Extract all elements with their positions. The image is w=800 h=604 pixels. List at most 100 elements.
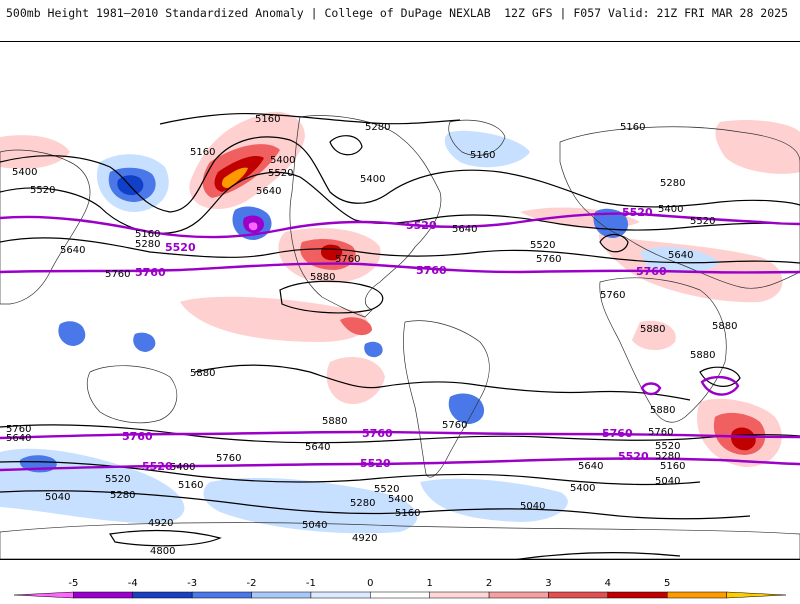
contour-label: 5640 [256, 186, 281, 197]
anomaly-area [117, 175, 144, 196]
contour-label: 5760 [600, 290, 625, 301]
scale-swatch [666, 591, 727, 599]
anomaly-area [180, 296, 368, 342]
height-contour [515, 552, 681, 559]
anomaly-area [133, 332, 156, 352]
contour-label: 5760 [105, 269, 130, 280]
scale-tick-label: -3 [187, 578, 197, 589]
coastline-greenland [448, 119, 506, 156]
scale-swatch [548, 591, 609, 599]
purple-label: 5520 [622, 206, 653, 219]
contour-label: 5640 [6, 433, 31, 444]
scale-swatch [488, 591, 549, 599]
highlight-contours [0, 212, 800, 472]
scale-swatch [191, 591, 252, 599]
height-contour [279, 280, 384, 314]
anomaly-area [0, 135, 70, 169]
anomaly-area [715, 120, 800, 174]
map-canvas: 5160 5280 5160 5160 5400 5160 5400 5520 … [0, 111, 800, 559]
purple-label: 5520 [618, 450, 649, 463]
purple-contour-5520-north [0, 212, 800, 239]
scale-tick-label: 1 [427, 578, 433, 589]
purple-contour-5760-north [0, 262, 800, 274]
coastlines [0, 115, 800, 559]
color-scale-bar: -5 -4 -3 -2 -1 0 1 2 3 4 5 [13, 578, 787, 599]
scale-tick-label: 2 [486, 578, 492, 589]
contour-label: 5760 [536, 254, 561, 265]
height-contour [699, 366, 741, 387]
map-title: 500mb Height 1981–2010 Standardized Anom… [6, 6, 491, 20]
scale-swatch [132, 591, 193, 599]
contour-label: 5880 [650, 405, 675, 416]
scale-swatch [13, 591, 74, 599]
contour-label: 5400 [388, 494, 413, 505]
contour-label: 5760 [442, 420, 467, 431]
contour-label: 5160 [178, 480, 203, 491]
scale-swatch [429, 591, 490, 599]
contour-label: 5520 [655, 441, 680, 452]
purple-contour-5520-south [0, 457, 800, 472]
contour-label: 5160 [620, 122, 645, 133]
purple-label: 5520 [360, 457, 391, 470]
purple-label: 5760 [122, 430, 153, 443]
height-contour [599, 233, 629, 253]
height-contour [194, 364, 691, 401]
scale-swatch [251, 591, 312, 599]
contour-label: 5400 [170, 462, 195, 473]
anomaly-area [420, 478, 568, 522]
height-contour [0, 424, 800, 444]
negative-anomaly-shading [0, 130, 720, 534]
contour-label: 5160 [190, 147, 215, 158]
contour-labels: 5160 5280 5160 5160 5400 5160 5400 5520 … [6, 114, 737, 557]
contour-label: 5280 [655, 451, 680, 462]
height-contour [0, 490, 751, 520]
contour-label: 5880 [310, 272, 335, 283]
contour-label: 5160 [660, 461, 685, 472]
scale-tick-label: -1 [306, 578, 316, 589]
coastline-africa [599, 277, 727, 423]
height-contour [0, 237, 800, 264]
contour-label: 5040 [302, 520, 327, 531]
anomaly-area [364, 341, 383, 358]
coastline-antarctica [0, 522, 800, 559]
anomaly-area [632, 320, 676, 351]
purple-label: 5520 [165, 241, 196, 254]
contour-label: 4800 [150, 546, 175, 557]
contour-label: 5040 [655, 476, 680, 487]
anomaly-area [221, 167, 248, 188]
contour-label: 5520 [30, 185, 55, 196]
scale-swatch [726, 591, 787, 599]
anomaly-area [58, 321, 86, 346]
contour-label: 5640 [452, 224, 477, 235]
contour-label: 5280 [110, 490, 135, 501]
contour-label: 5400 [360, 174, 385, 185]
anomaly-area [444, 130, 530, 168]
purple-label: 5760 [636, 265, 667, 278]
contour-label: 5760 [216, 453, 241, 464]
anomaly-map: 5160 5280 5160 5160 5400 5160 5400 5520 … [0, 41, 800, 560]
scale-tick-label: -4 [128, 578, 138, 589]
contour-label: 5280 [350, 498, 375, 509]
contour-label: 5160 [255, 114, 280, 125]
scale-swatch [370, 591, 430, 599]
contour-label: 5880 [690, 350, 715, 361]
contour-label: 5520 [268, 168, 293, 179]
contour-label: 5400 [658, 204, 683, 215]
scale-tick-label: 5 [664, 578, 670, 589]
contour-label: 5880 [322, 416, 347, 427]
coastline-asia-west [0, 149, 91, 305]
contour-label: 5760 [335, 254, 360, 265]
contour-label: 5880 [190, 368, 215, 379]
scale-tick-label: -2 [247, 578, 257, 589]
scale-tick-label: 3 [545, 578, 551, 589]
contour-label: 5160 [470, 150, 495, 161]
height-contour [329, 135, 363, 156]
purple-contour-labels: 5520 5520 5520 5760 5760 5760 5760 5760 … [122, 206, 667, 473]
model-run-info: 12Z GFS | F057 Valid: 21Z FRI MAR 28 202… [504, 6, 788, 20]
purple-contour-5760-south [0, 430, 800, 440]
height-contour [109, 529, 222, 547]
contour-label: 5760 [6, 424, 31, 435]
contour-label: 5760 [648, 427, 673, 438]
purple-label: 5520 [142, 460, 173, 473]
contour-label: 5520 [530, 240, 555, 251]
